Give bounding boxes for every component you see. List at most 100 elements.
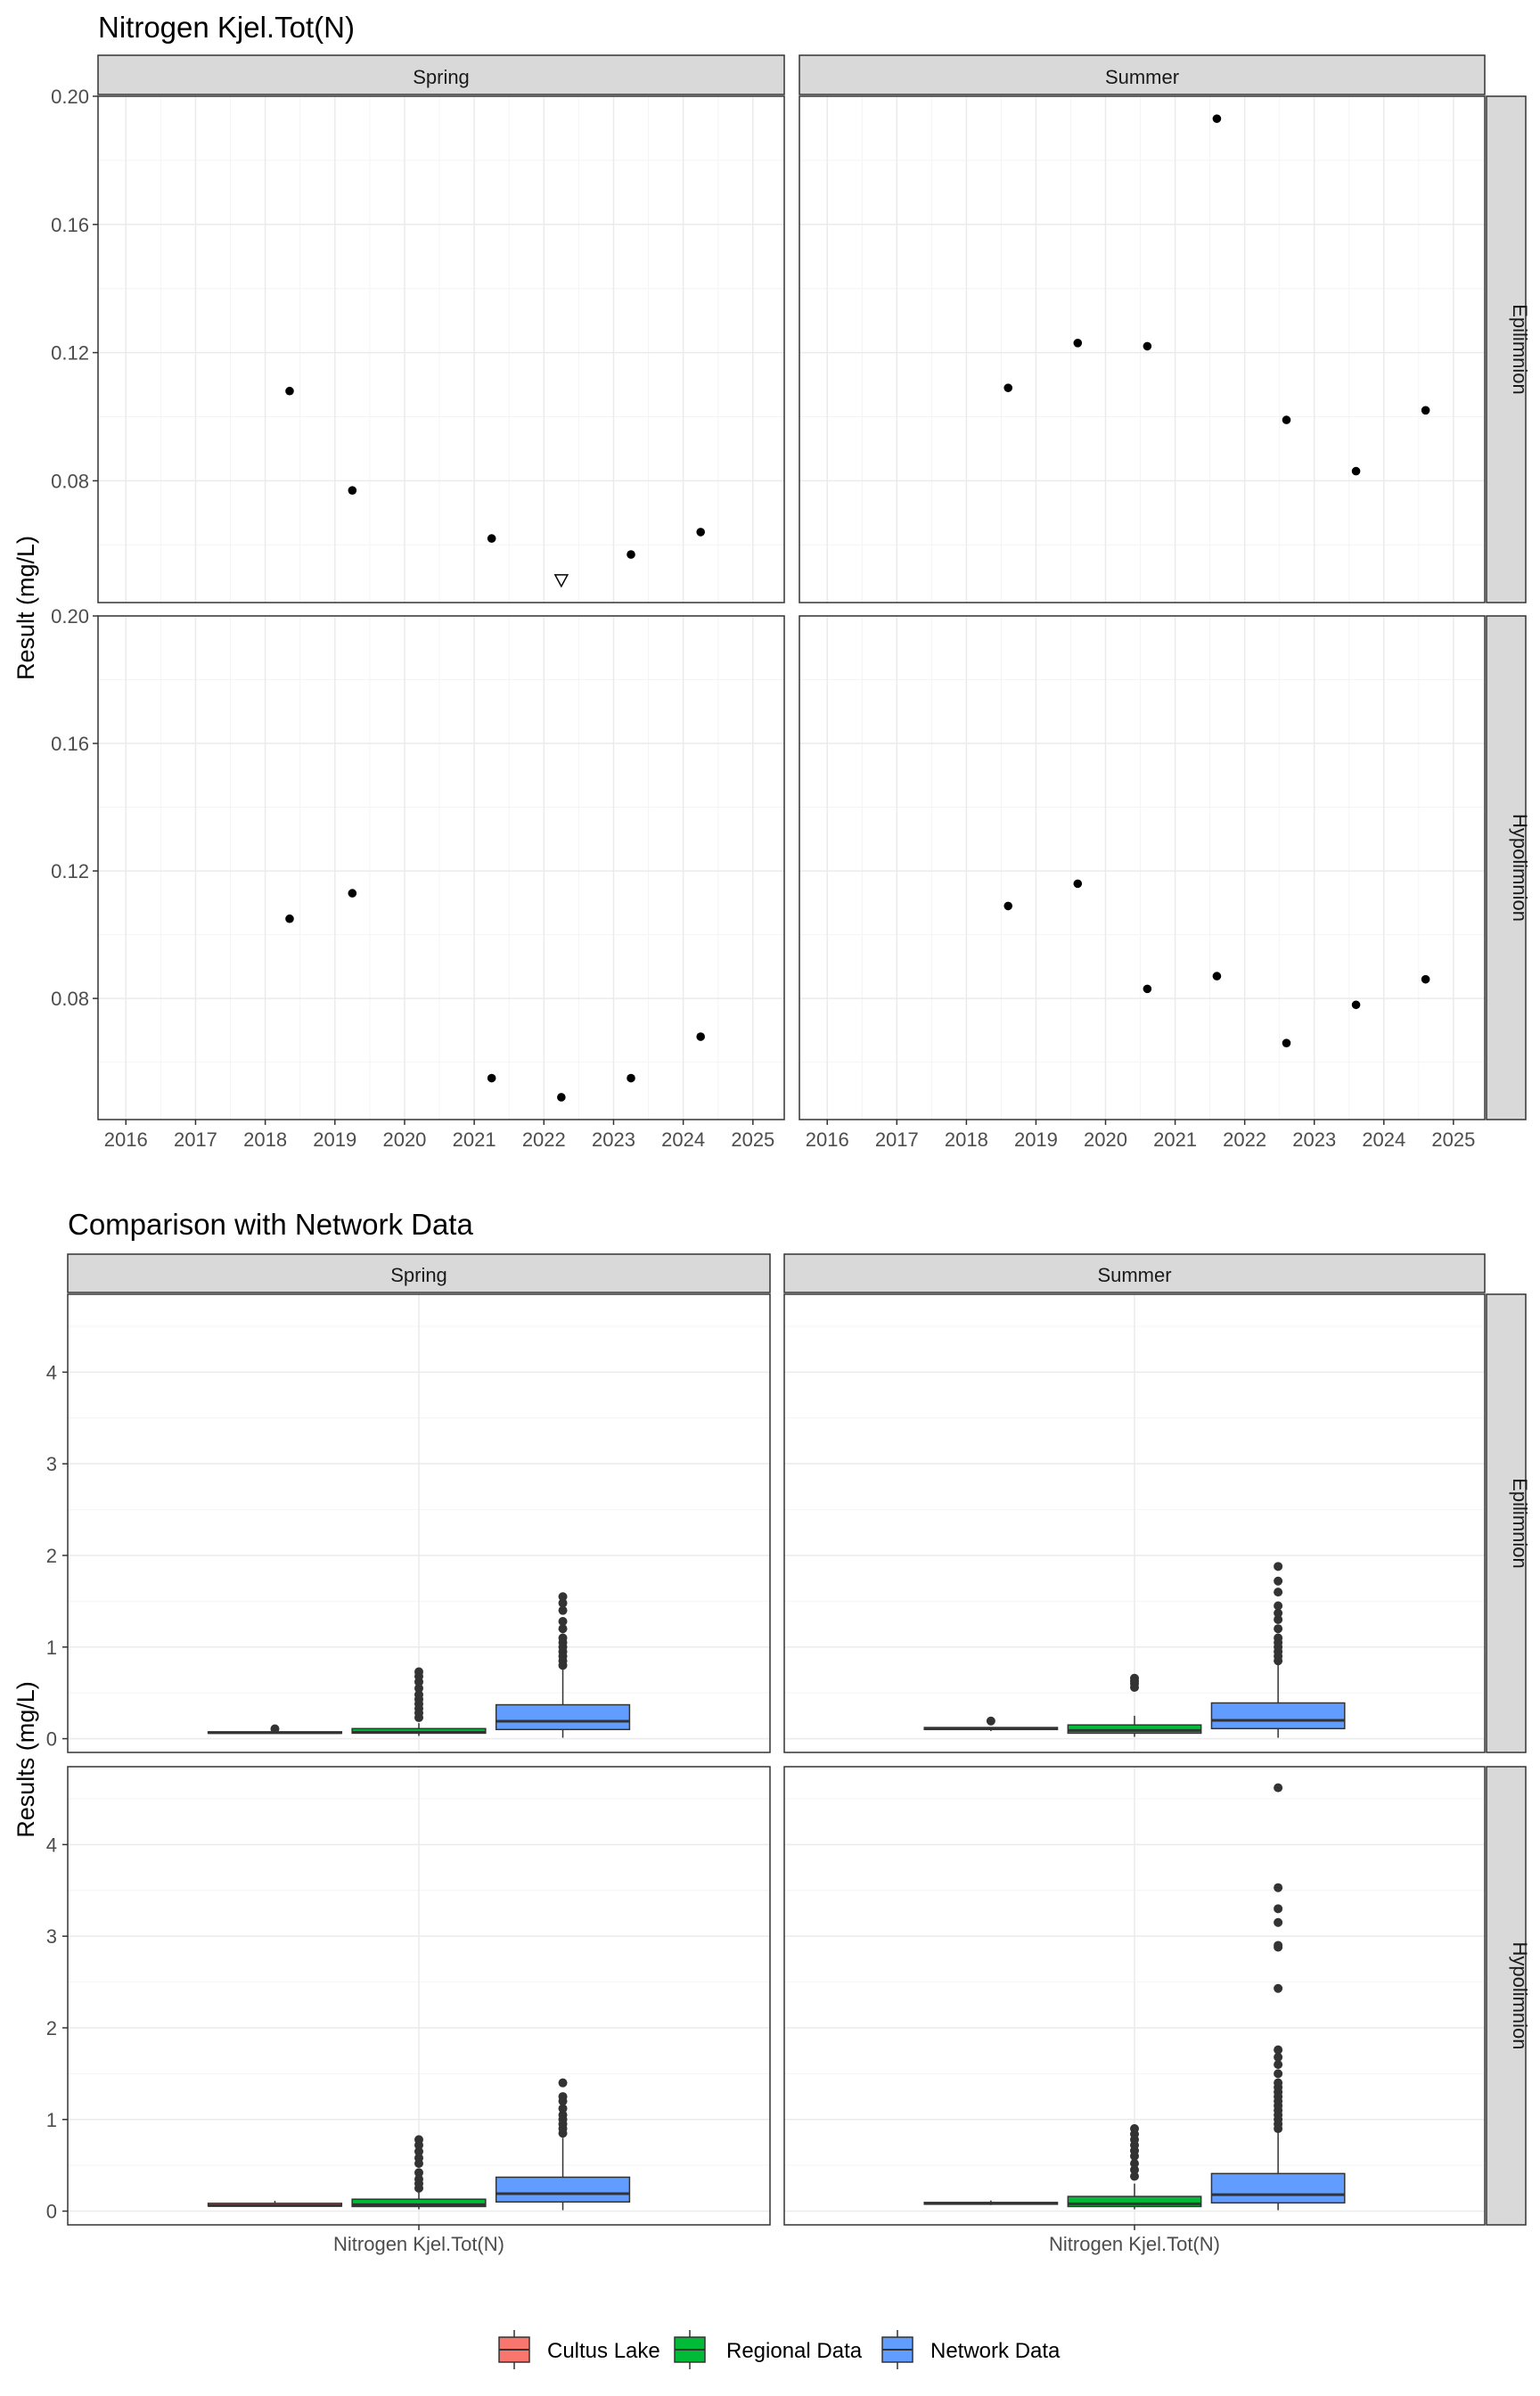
box-outlier <box>1274 1883 1283 1892</box>
facet-strip-row <box>1486 1766 1527 2226</box>
x-tick-label: 2019 <box>1014 1128 1058 1151</box>
x-tick-label: 2022 <box>522 1128 566 1151</box>
box-outlier <box>414 2174 423 2184</box>
data-point <box>487 1073 496 1083</box>
data-point <box>285 914 294 923</box>
box-outlier <box>558 2078 568 2088</box>
chart-title: Comparison with Network Data <box>68 1208 473 1241</box>
x-tick-label: 2019 <box>313 1128 356 1151</box>
box-outlier <box>1274 1917 1283 1927</box>
box-regional-data <box>1067 2124 1202 2210</box>
facet-panel <box>67 1766 771 2226</box>
box-regional-data <box>1067 1673 1202 1737</box>
box-outlier <box>414 1690 423 1700</box>
box-network-data <box>495 2078 631 2211</box>
box-body <box>1210 1702 1346 1730</box>
data-point <box>557 1093 566 1102</box>
y-tick-label: 0 <box>46 2201 57 2223</box>
box-outlier <box>1274 2045 1283 2055</box>
box-outlier <box>1274 2052 1283 2062</box>
facet-strip-column <box>799 54 1486 95</box>
box-outlier <box>1274 1562 1283 1571</box>
data-point <box>1143 984 1152 994</box>
y-tick-label: 1 <box>46 1637 57 1659</box>
y-tick-label: 0.08 <box>51 470 89 492</box>
data-point <box>1421 974 1430 984</box>
y-tick-label: 3 <box>46 1453 57 1475</box>
box-body <box>495 2176 631 2203</box>
facet-strip-label: Epilimnion <box>1509 1478 1531 1569</box>
facet-panel <box>799 95 1486 603</box>
legend: Cultus Lake Regional Data Network Data <box>498 2330 1061 2369</box>
data-point <box>627 550 635 559</box>
box-cultus-lake <box>923 2200 1059 2205</box>
facet-strip-label: Summer <box>1105 66 1179 88</box>
x-tick-label: 2016 <box>104 1128 148 1151</box>
box-outlier <box>414 2135 423 2145</box>
x-tick-label: 2018 <box>243 1128 287 1151</box>
box-outlier <box>1274 2060 1283 2070</box>
facet-strip-label: Spring <box>413 66 470 88</box>
box-cultus-lake <box>207 1724 343 1735</box>
box-outlier <box>558 1598 568 1608</box>
y-tick-label: 0 <box>46 1728 57 1751</box>
x-tick-label: 2025 <box>1431 1128 1475 1151</box>
panel-background <box>98 96 784 603</box>
facet-panel <box>783 1293 1486 1753</box>
data-point <box>1421 406 1430 415</box>
y-tick-label: 0.16 <box>51 733 89 755</box>
data-point <box>1003 901 1013 911</box>
box-outlier <box>414 2146 423 2156</box>
box-outlier <box>1130 2159 1139 2169</box>
box-outlier <box>1130 1673 1139 1683</box>
y-tick-label: 1 <box>46 2109 57 2131</box>
x-tick-label: 2023 <box>1292 1128 1336 1151</box>
chart-title: Nitrogen Kjel.Tot(N) <box>98 11 355 44</box>
panel-border <box>97 95 785 603</box>
data-point <box>1282 1038 1291 1047</box>
facet-strip-label: Epilimnion <box>1509 304 1531 395</box>
facet-strip-label: Hypolimnion <box>1509 1941 1531 2049</box>
box-outlier <box>558 2104 568 2113</box>
legend-item: Regional Data <box>674 2330 863 2369</box>
box-outlier <box>1274 1608 1283 1618</box>
data-point <box>1143 341 1152 351</box>
panel-background <box>98 616 784 1120</box>
box-outlier <box>1274 1904 1283 1914</box>
x-tick-label: 2022 <box>1223 1128 1266 1151</box>
data-point <box>1212 972 1222 981</box>
data-point <box>1073 339 1083 348</box>
y-tick-label: 3 <box>46 1925 57 1948</box>
panel-border <box>783 1293 1486 1753</box>
data-point <box>348 486 357 495</box>
panel-border <box>97 615 785 1120</box>
y-tick-label: 0.12 <box>51 860 89 882</box>
box-network-data <box>495 1592 631 1738</box>
x-tick-label: 2024 <box>661 1128 705 1151</box>
box-outlier <box>1274 1633 1283 1643</box>
data-point <box>1003 383 1013 392</box>
box-outlier <box>558 1592 568 1602</box>
data-point <box>1212 114 1222 123</box>
box-cultus-lake <box>923 1716 1059 1732</box>
box-outlier <box>558 2110 568 2120</box>
scatter-chart: Nitrogen Kjel.Tot(N) Result (mg/L) Spring S… <box>12 11 1531 1151</box>
facet-strip-column <box>67 1253 771 1293</box>
box-outlier <box>1274 1624 1283 1634</box>
box-outlier <box>1274 2069 1283 2079</box>
x-tick-label: 2016 <box>806 1128 849 1151</box>
y-axis-title: Result (mg/L) <box>12 536 39 680</box>
legend-label: Regional Data <box>726 2339 863 2363</box>
box-network-data <box>1210 1783 1346 2211</box>
x-tick-label: 2017 <box>875 1128 919 1151</box>
data-point <box>627 1073 635 1083</box>
x-tick-label: 2025 <box>731 1128 774 1151</box>
box-outlier <box>558 1616 568 1626</box>
box-outlier <box>414 1684 423 1694</box>
box-cultus-lake <box>207 2200 343 2207</box>
box-regional-data <box>351 1667 487 1736</box>
panel-border <box>799 95 1486 603</box>
x-tick-label: 2024 <box>1362 1128 1405 1151</box>
box-outlier <box>1274 1941 1283 1950</box>
